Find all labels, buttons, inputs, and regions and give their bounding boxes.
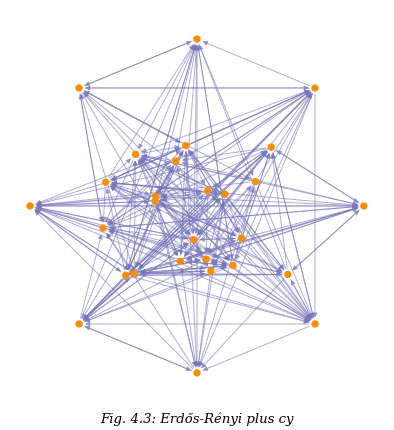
Point: [132, 151, 139, 158]
Point: [76, 85, 82, 92]
Point: [123, 272, 129, 279]
Point: [268, 144, 274, 150]
Point: [131, 270, 137, 276]
Point: [27, 203, 33, 209]
Point: [312, 85, 318, 92]
Point: [102, 179, 109, 186]
Point: [312, 320, 318, 327]
Point: [173, 157, 179, 164]
Point: [194, 369, 200, 376]
Point: [152, 198, 158, 205]
Point: [100, 224, 106, 231]
Point: [194, 36, 200, 43]
Point: [253, 178, 259, 185]
Point: [183, 142, 189, 149]
Point: [208, 267, 214, 274]
Point: [76, 320, 82, 327]
Point: [230, 262, 236, 269]
Point: [361, 203, 367, 209]
Point: [152, 193, 159, 200]
Point: [285, 271, 291, 278]
Point: [190, 237, 197, 243]
Text: Fig. 4.3: Erdős-Rényi plus cy: Fig. 4.3: Erdős-Rényi plus cy: [100, 412, 294, 426]
Point: [177, 258, 184, 265]
Point: [203, 255, 209, 262]
Point: [222, 191, 228, 198]
Point: [204, 187, 211, 194]
Point: [238, 235, 245, 242]
